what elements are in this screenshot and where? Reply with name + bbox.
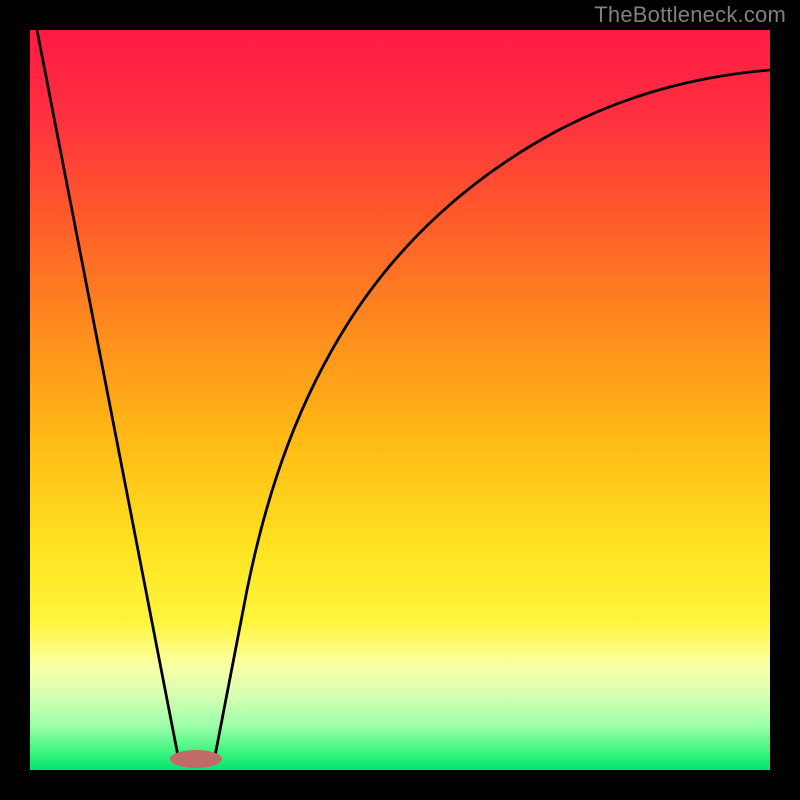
watermark-text: TheBottleneck.com [594,2,786,28]
bottleneck-marker [170,750,222,768]
chart-svg [0,0,800,800]
chart-frame: { "canvas": { "width": 800, "height": 80… [0,0,800,800]
gradient-background [30,30,770,770]
